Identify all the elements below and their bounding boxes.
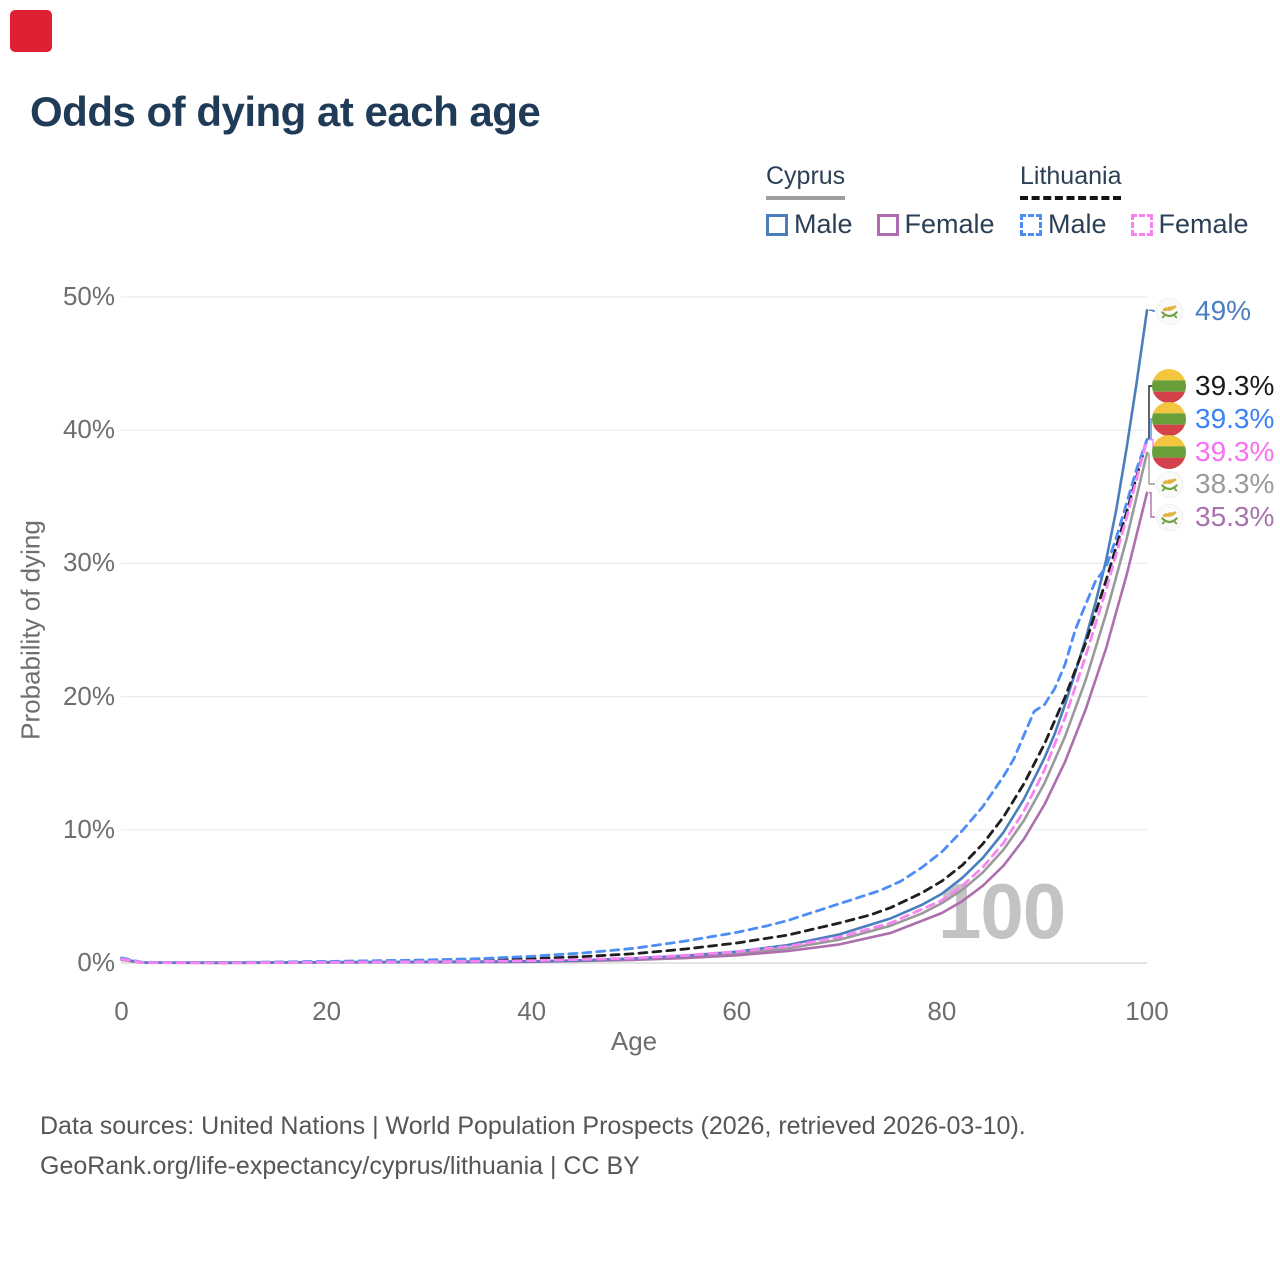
series-line-cyprus[interactable] bbox=[120, 451, 1149, 965]
end-label-cyprus: 38.3% bbox=[1152, 466, 1274, 502]
legend-label: Female bbox=[904, 209, 995, 239]
legend-label: Male bbox=[794, 209, 853, 239]
cyprus-flag-icon bbox=[1155, 503, 1183, 531]
lithuania-female-swatch-icon bbox=[1130, 213, 1153, 236]
end-value-lithuania-female: 39.3% bbox=[1195, 436, 1275, 467]
line-chart bbox=[120, 296, 1155, 965]
lithuania-flag-icon bbox=[1152, 402, 1186, 436]
x-axis-title: Age bbox=[610, 1026, 658, 1056]
x-tick-label-60: 60 bbox=[722, 996, 752, 1026]
legend-item-cyprus-female[interactable]: Female bbox=[876, 209, 995, 240]
flag-wrap bbox=[1152, 470, 1186, 498]
flag-wrap bbox=[1152, 402, 1186, 436]
leader-line-cyprus-female bbox=[1149, 492, 1155, 518]
series-line-lithuania-male[interactable] bbox=[120, 438, 1149, 964]
legend-country-lithuania: Lithuania bbox=[1020, 162, 1122, 200]
end-value-cyprus: 38.3% bbox=[1195, 468, 1275, 499]
leader-line-cyprus-male bbox=[1149, 309, 1155, 312]
end-label-lithuania-female: 39.3% bbox=[1152, 434, 1274, 470]
series-line-lithuania-female[interactable] bbox=[120, 438, 1149, 965]
leader-line-cyprus bbox=[1148, 452, 1155, 485]
legend-group-cyprus: Cyprus Male Female bbox=[766, 162, 995, 240]
x-tick-label-0: 0 bbox=[114, 996, 129, 1026]
end-value-lithuania: 39.3% bbox=[1195, 370, 1275, 401]
legend-label: Male bbox=[1048, 209, 1107, 239]
cyprus-flag-icon bbox=[1155, 297, 1183, 325]
y-tick-label-20%: 20% bbox=[62, 680, 115, 711]
end-label-lithuania: 39.3% bbox=[1152, 368, 1274, 404]
lithuania-flag-icon bbox=[1152, 435, 1186, 469]
lithuania-flag-icon bbox=[1152, 369, 1186, 403]
cyprus-female-swatch-icon bbox=[876, 213, 899, 236]
end-label-cyprus-male: 49% bbox=[1152, 293, 1251, 329]
end-value-cyprus-male: 49% bbox=[1195, 295, 1252, 326]
y-tick-label-30%: 30% bbox=[62, 547, 115, 578]
end-value-cyprus-female: 35.3% bbox=[1195, 501, 1275, 532]
source-line-2: GeoRank.org/life-expectancy/cyprus/lithu… bbox=[40, 1152, 640, 1180]
x-tick-label-100: 100 bbox=[1125, 996, 1169, 1026]
x-tick-label-20: 20 bbox=[312, 996, 342, 1026]
page-title: Odds of dying at each age bbox=[30, 88, 541, 135]
y-tick-label-40%: 40% bbox=[62, 414, 115, 445]
flag-wrap bbox=[1152, 297, 1186, 325]
legend-label: Female bbox=[1158, 209, 1249, 239]
source-line-1: Data sources: United Nations | World Pop… bbox=[40, 1112, 1026, 1140]
flag-wrap bbox=[1152, 369, 1186, 403]
legend-item-cyprus-male[interactable]: Male bbox=[766, 209, 853, 240]
end-value-lithuania-male: 39.3% bbox=[1195, 403, 1275, 434]
y-tick-label-50%: 50% bbox=[62, 281, 115, 311]
y-tick-label-10%: 10% bbox=[62, 813, 115, 844]
x-tick-label-80: 80 bbox=[927, 996, 957, 1026]
cyprus-flag-icon bbox=[1155, 470, 1183, 498]
source-note: Data sources: United Nations | World Pop… bbox=[40, 1106, 1026, 1186]
legend-item-lithuania-female[interactable]: Female bbox=[1130, 209, 1249, 240]
flag-wrap bbox=[1152, 503, 1186, 531]
legend-item-lithuania-male[interactable]: Male bbox=[1020, 209, 1107, 240]
series-line-cyprus-male[interactable] bbox=[120, 308, 1149, 965]
end-label-cyprus-female: 35.3% bbox=[1152, 499, 1274, 535]
legend-group-lithuania: Lithuania Male Female bbox=[1020, 162, 1249, 240]
flag-wrap bbox=[1152, 435, 1186, 469]
series-line-lithuania[interactable] bbox=[120, 438, 1149, 965]
brand-logo bbox=[10, 10, 52, 52]
end-label-lithuania-male: 39.3% bbox=[1152, 401, 1274, 437]
cyprus-male-swatch-icon bbox=[766, 213, 788, 236]
lithuania-male-swatch-icon bbox=[1020, 213, 1042, 236]
legend-country-cyprus: Cyprus bbox=[766, 162, 846, 200]
x-tick-label-40: 40 bbox=[517, 996, 547, 1026]
y-tick-label-0%: 0% bbox=[77, 947, 115, 977]
